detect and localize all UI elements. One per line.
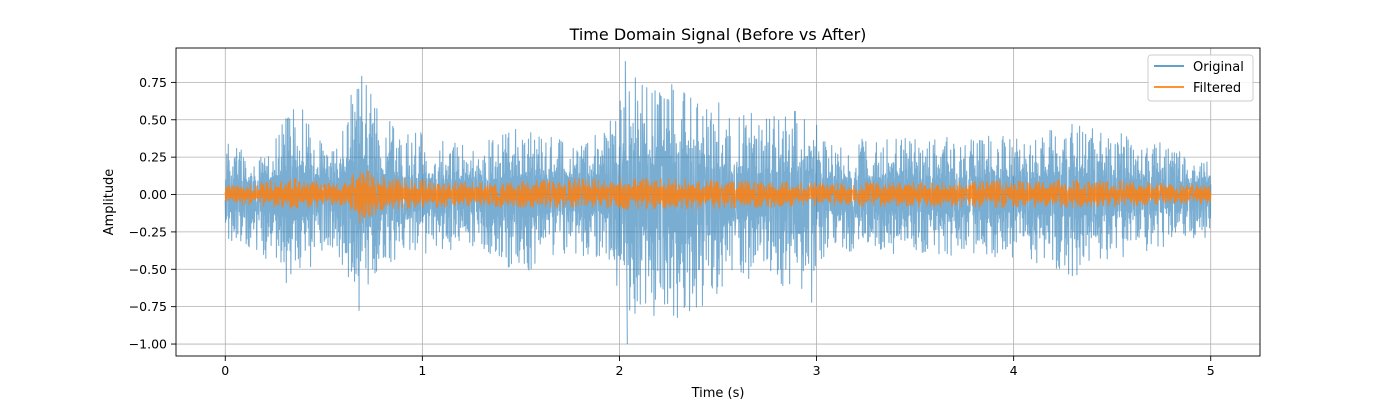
y-axis-label: Amplitude bbox=[102, 169, 117, 236]
y-axis-ticks: −1.00 −0.75 −0.50 −0.25 0.00 0.25 0.50 0.75 bbox=[129, 75, 176, 352]
x-tick-label: 5 bbox=[1207, 363, 1215, 378]
y-tick-label: −0.75 bbox=[129, 299, 167, 314]
x-tick-label: 3 bbox=[813, 363, 821, 378]
x-axis-ticks: 0 1 2 3 4 5 bbox=[221, 356, 1215, 378]
x-axis-label: Time (s) bbox=[691, 386, 745, 400]
y-tick-label: 0.25 bbox=[139, 150, 167, 165]
y-tick-label: −0.50 bbox=[129, 262, 167, 277]
chart-title: Time Domain Signal (Before vs After) bbox=[569, 25, 867, 44]
y-tick-label: 0.75 bbox=[139, 75, 167, 90]
x-tick-label: 4 bbox=[1010, 363, 1018, 378]
series-line-original bbox=[224, 60, 1212, 345]
x-tick-label: 1 bbox=[418, 363, 426, 378]
y-tick-label: 0.00 bbox=[139, 187, 167, 202]
y-tick-label: −0.25 bbox=[129, 224, 167, 239]
legend-label-filtered: Filtered bbox=[1193, 81, 1241, 96]
legend-label-original: Original bbox=[1193, 60, 1244, 75]
plot-frame bbox=[175, 47, 1261, 357]
x-tick-label: 0 bbox=[221, 363, 229, 378]
legend: Original Filtered bbox=[1147, 54, 1254, 102]
y-tick-label: 0.50 bbox=[139, 112, 167, 127]
x-tick-label: 2 bbox=[615, 363, 623, 378]
series-line-filtered bbox=[224, 170, 1212, 224]
series-layer bbox=[224, 60, 1212, 345]
y-tick-label: −1.00 bbox=[129, 337, 167, 352]
